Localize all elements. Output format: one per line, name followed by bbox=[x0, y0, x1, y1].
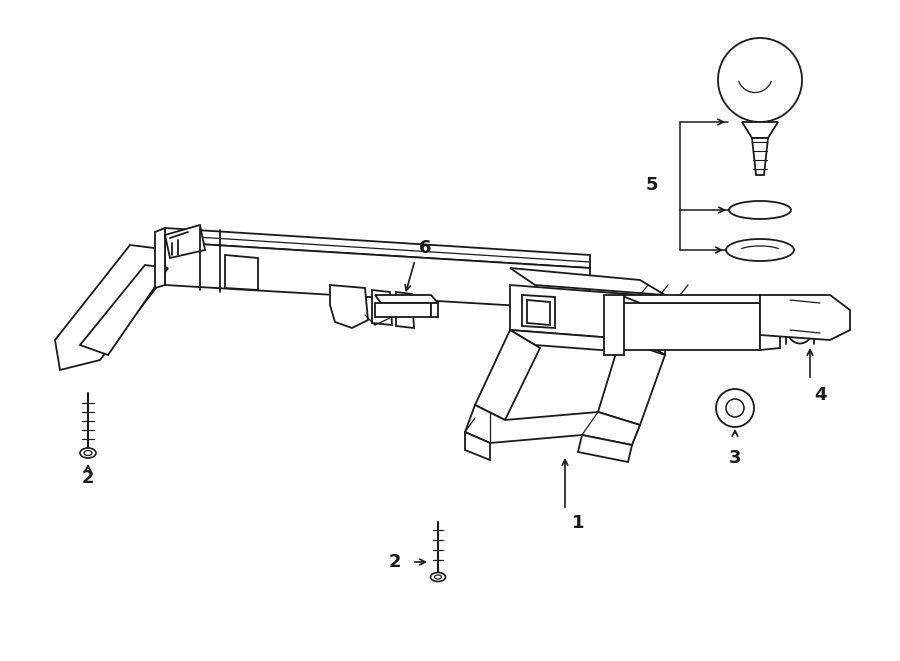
Ellipse shape bbox=[430, 572, 446, 582]
Polygon shape bbox=[330, 285, 368, 328]
Text: 4: 4 bbox=[814, 386, 826, 404]
Polygon shape bbox=[522, 295, 555, 328]
Ellipse shape bbox=[786, 309, 814, 344]
Polygon shape bbox=[375, 303, 431, 317]
Polygon shape bbox=[475, 330, 540, 420]
Polygon shape bbox=[752, 138, 768, 175]
Text: 2: 2 bbox=[389, 553, 401, 571]
Polygon shape bbox=[396, 292, 414, 328]
Polygon shape bbox=[465, 432, 490, 460]
Polygon shape bbox=[640, 295, 665, 355]
Polygon shape bbox=[155, 228, 165, 288]
Polygon shape bbox=[510, 268, 665, 295]
Polygon shape bbox=[465, 405, 640, 445]
Polygon shape bbox=[431, 303, 438, 317]
Polygon shape bbox=[620, 295, 780, 303]
Ellipse shape bbox=[435, 575, 442, 579]
Ellipse shape bbox=[729, 201, 791, 219]
Polygon shape bbox=[375, 295, 438, 303]
Polygon shape bbox=[165, 228, 590, 268]
Ellipse shape bbox=[716, 389, 754, 427]
Polygon shape bbox=[760, 303, 780, 350]
Text: 2: 2 bbox=[82, 469, 94, 487]
Polygon shape bbox=[510, 330, 665, 355]
Text: 1: 1 bbox=[572, 514, 584, 532]
Polygon shape bbox=[598, 340, 665, 425]
Ellipse shape bbox=[726, 399, 744, 417]
Polygon shape bbox=[165, 225, 205, 258]
Ellipse shape bbox=[84, 451, 92, 455]
Polygon shape bbox=[604, 295, 624, 355]
Polygon shape bbox=[760, 295, 850, 340]
Polygon shape bbox=[225, 255, 258, 290]
Text: 3: 3 bbox=[729, 449, 742, 467]
Polygon shape bbox=[578, 435, 632, 462]
Ellipse shape bbox=[726, 239, 794, 261]
Polygon shape bbox=[55, 245, 170, 370]
Text: 5: 5 bbox=[646, 176, 658, 194]
Polygon shape bbox=[742, 122, 778, 138]
Polygon shape bbox=[372, 290, 392, 325]
Polygon shape bbox=[510, 285, 640, 340]
Polygon shape bbox=[527, 300, 550, 325]
Polygon shape bbox=[620, 303, 760, 350]
Polygon shape bbox=[80, 265, 168, 355]
Ellipse shape bbox=[80, 448, 96, 458]
Polygon shape bbox=[165, 242, 590, 310]
Text: 6: 6 bbox=[418, 239, 431, 257]
Circle shape bbox=[718, 38, 802, 122]
